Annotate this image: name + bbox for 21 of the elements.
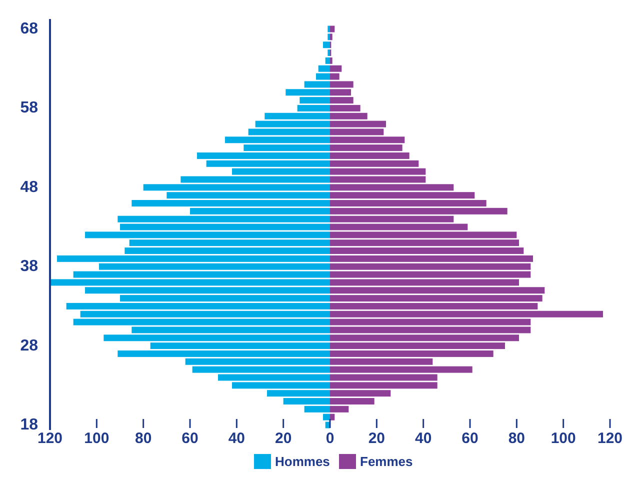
x-tick-label: 40	[414, 430, 432, 447]
legend-label: Femmes	[360, 454, 413, 469]
x-tick-label: 120	[597, 430, 623, 447]
x-tick-label: 80	[508, 430, 526, 447]
legend-label: Hommes	[275, 454, 330, 469]
x-tick-label: 20	[274, 430, 292, 447]
y-tick-label: 48	[20, 178, 38, 196]
x-tick-label: 100	[84, 430, 110, 447]
x-tick-label: 100	[550, 430, 576, 447]
x-tick-label: 80	[134, 430, 152, 447]
x-tick-label: 0	[326, 430, 334, 447]
x-tick-label: 120	[37, 430, 63, 447]
x-tick-label: 60	[462, 430, 478, 447]
x-tick-label: 20	[368, 430, 386, 447]
x-tick-label: 40	[228, 430, 246, 447]
y-tick-label: 28	[20, 337, 38, 354]
y-tick-label: 68	[20, 20, 38, 38]
x-tick-label: 60	[182, 430, 198, 447]
y-tick-label: 58	[20, 100, 38, 117]
y-tick-label: 38	[20, 258, 38, 276]
y-tick-label: 18	[20, 416, 38, 434]
